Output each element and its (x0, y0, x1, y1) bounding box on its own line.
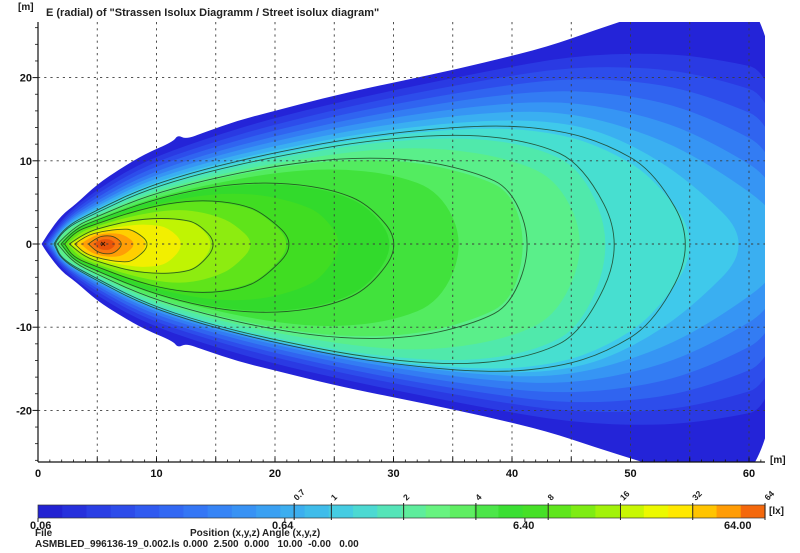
colorbar-segment (619, 505, 645, 518)
colorbar-value-max: 64.00 (724, 520, 752, 532)
colorbar-segment (207, 505, 233, 518)
x-tick-label: 60 (743, 468, 755, 480)
axis-ticks (32, 27, 762, 462)
colorbar-segment (522, 505, 548, 518)
isolux-filled-bands (41, 22, 765, 462)
x-tick-label: 10 (150, 468, 162, 480)
isolux-contour-1lx (54, 134, 615, 365)
y-tick-label: -20 (16, 405, 32, 417)
isolux-contour-0.7lx (53, 125, 686, 372)
isolux-band-ge-80lx (93, 239, 116, 250)
colorbar-unit-label: [lx] (769, 506, 784, 517)
colorbar-value-min: 0.06 (30, 520, 52, 532)
x-tick-label: 30 (387, 468, 399, 480)
colorbar-tick-label: 16 (618, 488, 632, 502)
colorbar-value-mid2: 6.40 (513, 520, 535, 532)
colorbar-segment (38, 505, 63, 518)
colorbar-segment (256, 505, 281, 518)
svg-text:×: × (101, 239, 106, 249)
colorbar-segment (498, 505, 524, 518)
colorbar-segment (159, 505, 184, 518)
x-axis-unit-label: [m] (770, 455, 786, 466)
colorbar-tick-label: 1 (329, 492, 340, 503)
axes (37, 22, 765, 463)
colorbar-segment (546, 505, 572, 518)
isolux-contour-2lx (56, 157, 528, 339)
colorbar-segment (716, 505, 742, 518)
isolux-contour-16lx (68, 218, 214, 274)
y-tick-label: -10 (16, 322, 32, 334)
footer-angle-label: Angle (x,y,z) (262, 528, 321, 539)
y-axis-unit-label: [m] (18, 2, 34, 13)
colorbar-segment (353, 505, 378, 518)
isolux-contour-32lx (74, 228, 148, 263)
isolux-contour-8lx (64, 200, 290, 293)
colorbar-tick-label: 2 (401, 492, 412, 503)
colorbar-segment (86, 505, 112, 518)
colorbar-segment (425, 505, 451, 518)
y-tick-label: 10 (20, 156, 32, 168)
page-title: E (radial) of "Strassen Isolux Diagramm … (46, 7, 380, 19)
colorbar-segment (401, 505, 427, 518)
x-tick-label: 0 (35, 468, 41, 480)
grid-lines (38, 22, 765, 462)
colorbar-segment (692, 505, 718, 518)
colorbar-segment (231, 505, 257, 518)
colorbar-segment (280, 505, 306, 518)
colorbar-segment (377, 505, 403, 518)
colorbar-segment (595, 505, 621, 518)
colorbar-segment (328, 505, 354, 518)
isolux-contour-64lx (87, 235, 122, 255)
axis-tick-labels: 0 10 20 30 40 50 60 20 10 0 -10 -20 (16, 73, 755, 480)
colorbar-segment (571, 505, 596, 518)
x-tick-label: 20 (269, 468, 281, 480)
colorbar-segment (668, 505, 693, 518)
colorbar-segment (134, 505, 160, 518)
colorbar-segment (110, 505, 136, 518)
colorbar-tick-label: 0.7 (292, 487, 308, 503)
luminaire-position-marker: × (101, 239, 106, 249)
colorbar-segment (643, 505, 669, 518)
colorbar-value-mid1: 0.64 (272, 520, 294, 532)
colorbar-segment (62, 505, 88, 518)
footer-file-label: File (35, 528, 53, 539)
x-tick-label: 50 (624, 468, 636, 480)
colorbar-segment (449, 505, 475, 518)
colorbar-tick-label: 64 (762, 488, 776, 502)
colorbar-segment (183, 505, 209, 518)
colorbar: 0.7 1 2 4 8 16 32 64 (37, 487, 776, 522)
x-tick-label: 40 (506, 468, 518, 480)
colorbar-segment (474, 505, 500, 518)
colorbar-tick-label: 32 (690, 488, 704, 502)
footer-file-name: ASMBLED_996136-19_0.002.ls (35, 539, 180, 550)
colorbar-segment (304, 505, 330, 518)
footer-position-label: Position (x,y,z) (190, 528, 260, 539)
footer-position-angle-values: 0.000 2.500 0.000 10.00 -0.00 0.00 (183, 539, 359, 550)
y-tick-label: 0 (26, 239, 32, 251)
colorbar-segment (740, 505, 766, 518)
y-tick-label: 20 (20, 73, 32, 85)
colorbar-tick-label: 8 (546, 492, 557, 503)
colorbar-tick-label: 4 (473, 492, 484, 503)
